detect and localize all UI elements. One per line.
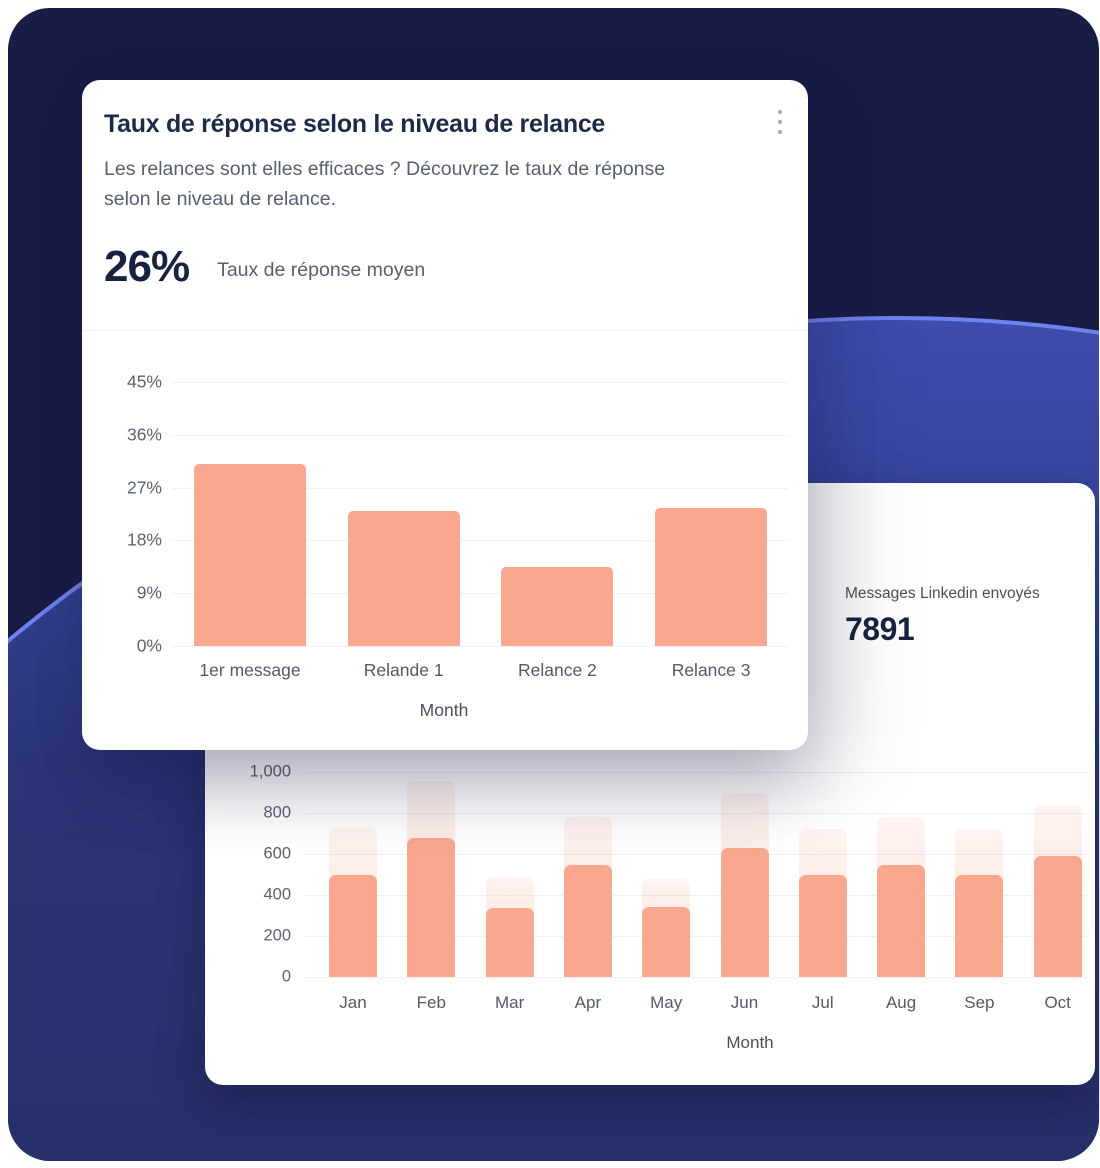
kebab-menu-icon[interactable] [766, 102, 794, 142]
gridline [172, 487, 788, 489]
bar-Jul[interactable] [798, 874, 847, 977]
x-tick-label: Feb [416, 993, 446, 1012]
bar-Jun[interactable] [720, 847, 769, 977]
gridline [305, 895, 1088, 896]
x-tick-label: Relance 2 [517, 660, 597, 680]
bar-Relance 2[interactable] [501, 566, 614, 646]
gridline [172, 593, 788, 595]
messages-stat-label: Messages Linkedin envoyés [845, 585, 1040, 602]
card-subtitle: Les relances sont elles efficaces ? Déco… [104, 154, 665, 214]
x-tick-label: Sep [964, 993, 995, 1012]
x-tick-label: Oct [1044, 993, 1071, 1012]
y-tick-label: 400 [263, 885, 291, 904]
response-rate-label: Taux de réponse moyen [217, 258, 426, 281]
y-tick-label: 1,000 [249, 762, 291, 781]
card-subtitle-line1: Les relances sont elles efficaces ? Déco… [104, 158, 666, 180]
bar-Apr[interactable] [563, 865, 612, 977]
kebab-dot [778, 130, 782, 134]
bar-Sep[interactable] [955, 874, 1004, 977]
x-tick-label: Apr [574, 993, 602, 1012]
gridline [172, 540, 788, 542]
y-tick-label: 45% [126, 371, 162, 392]
bar-Relance 3[interactable] [655, 508, 768, 646]
bar-May[interactable] [642, 907, 691, 977]
response-rate-value: 26% [104, 242, 190, 291]
response-rate-stat-block: 26% Taux de réponse moyen [104, 242, 425, 292]
messages-stat-block: Messages Linkedin envoyés 7891 [845, 585, 1040, 648]
card-divider [82, 330, 808, 331]
x-tick-label: Relance 3 [671, 660, 751, 680]
response-bar-chart: 0% 9% 18% 27% 36% 45% 1er message Relande 1 Rela… [82, 80, 808, 750]
y-tick-label: 200 [263, 926, 291, 945]
card-title: Taux de réponse selon le niveau de relan… [104, 110, 606, 138]
gridline [305, 813, 1088, 814]
y-tick-label: 0% [136, 635, 162, 656]
gridline [305, 772, 1088, 773]
gridline [172, 434, 788, 436]
response-rate-card: Taux de réponse selon le niveau de relan… [82, 80, 808, 750]
gridline [305, 854, 1088, 855]
card-subtitle-line2: selon le niveau de relance. [104, 188, 336, 210]
x-tick-label: Jan [339, 993, 367, 1012]
messages-stat-value: 7891 [845, 611, 915, 647]
y-tick-label: 18% [126, 529, 162, 550]
bar-Oct[interactable] [1033, 856, 1082, 977]
bar-Aug[interactable] [877, 865, 926, 977]
y-tick-label: 27% [126, 477, 162, 498]
bar-Jan[interactable] [329, 874, 377, 977]
messages-bar-chart: 0 200 400 600 800 1,000 Jan Feb Mar Apr May Jun Jul A… [205, 483, 1095, 1085]
x-axis-label: Month [419, 700, 469, 720]
x-tick-label: 1er message [199, 660, 301, 680]
gridline [172, 382, 788, 383]
bar-1er message[interactable] [194, 464, 306, 646]
bar-Relande 1[interactable] [347, 511, 460, 646]
gridline [305, 936, 1088, 937]
y-tick-label: 600 [263, 844, 291, 863]
gridline [172, 646, 788, 647]
y-tick-label: 0 [281, 967, 291, 986]
bar-Mar[interactable] [485, 908, 534, 977]
x-tick-label: Jul [811, 993, 834, 1012]
x-tick-label: May [650, 993, 683, 1012]
kebab-dot [778, 110, 782, 114]
gridline [305, 977, 1088, 978]
y-tick-label: 36% [126, 424, 162, 445]
x-tick-label: Mar [494, 993, 525, 1012]
x-tick-label: Relande 1 [363, 660, 444, 680]
y-tick-label: 9% [136, 582, 162, 603]
bar-Feb[interactable] [407, 837, 456, 977]
x-tick-label: Jun [730, 993, 759, 1012]
x-tick-label: Aug [885, 993, 917, 1012]
x-axis-label: Month [726, 1033, 774, 1052]
y-tick-label: 800 [263, 803, 291, 822]
kebab-dot [778, 120, 782, 124]
